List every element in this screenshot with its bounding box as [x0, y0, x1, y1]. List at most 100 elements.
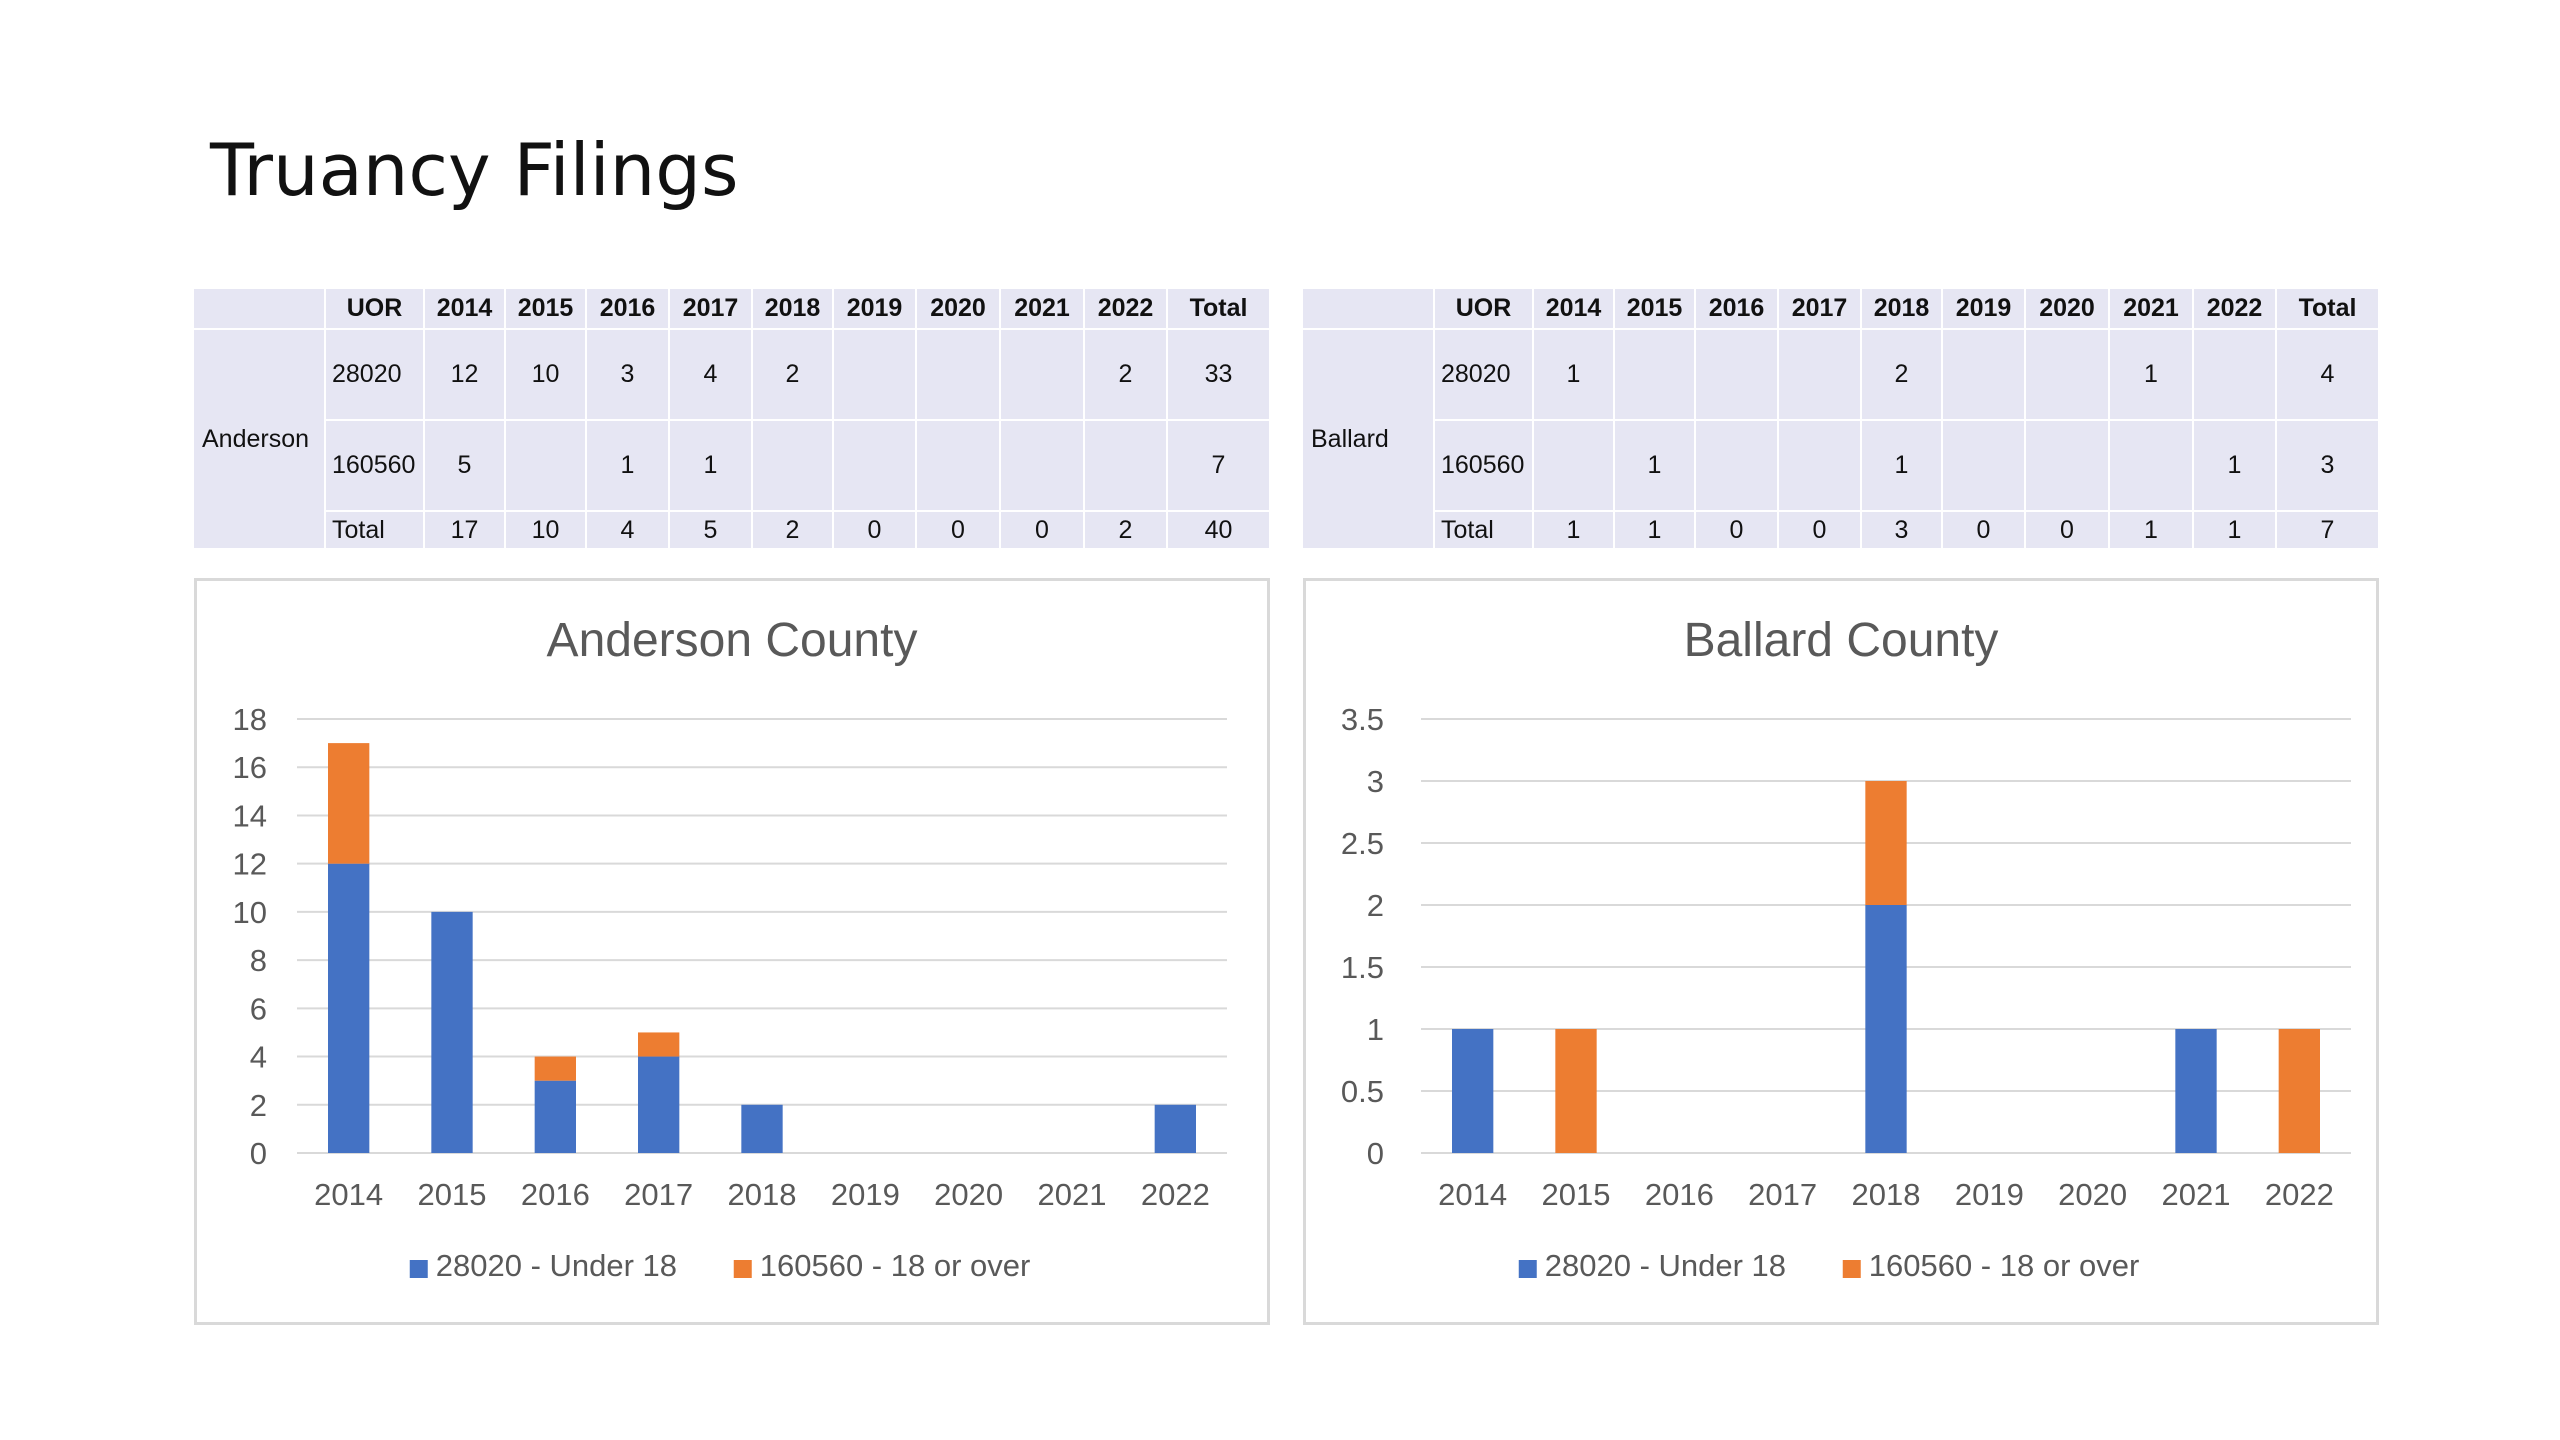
value-cell: 10: [505, 329, 587, 421]
y-tick-label: 14: [233, 798, 267, 833]
table-total-row: Total 17 10 4 5 2 0 0 0 2 40: [194, 511, 1271, 550]
x-tick-label: 2014: [314, 1177, 383, 1212]
value-cell: [2025, 420, 2110, 512]
total-value-cell: 0: [2025, 511, 2110, 550]
bar-under-18: [1865, 905, 1907, 1153]
total-value-cell: 0: [833, 511, 917, 550]
total-value-cell: 2: [752, 511, 834, 550]
value-cell: [505, 420, 587, 512]
x-tick-label: 2019: [1955, 1177, 2024, 1212]
table-row: 160560 5 1 1 7: [194, 420, 1271, 512]
x-tick-label: 2018: [728, 1177, 797, 1212]
x-tick-label: 2020: [2058, 1177, 2127, 1212]
table-row: 160560 1 1 1 3: [1303, 420, 2380, 512]
total-value-cell: 5: [669, 511, 753, 550]
value-cell: [1614, 329, 1696, 421]
value-cell: [833, 329, 917, 421]
value-cell: [1778, 329, 1862, 421]
value-cell: 1: [669, 420, 753, 512]
y-tick-label: 3.5: [1341, 702, 1384, 737]
anderson-chart-svg: Anderson County 0 2 4 6 8 10 12 14 16 18 2014 2015 20…: [233, 614, 1227, 1283]
anderson-data-table: UOR 2014 2015 2016 2017 2018 2019 2020 2…: [194, 289, 1271, 550]
bar-under-18: [638, 1056, 680, 1153]
y-tick-label: 0.5: [1341, 1074, 1384, 1109]
x-tick-label: 2014: [1438, 1177, 1507, 1212]
value-cell: [1942, 329, 2026, 421]
total-value-cell: 1: [1614, 511, 1696, 550]
slide-title: Truancy Filings: [210, 128, 739, 212]
x-tick-label: 2016: [521, 1177, 590, 1212]
total-cell: 33: [1167, 329, 1271, 421]
value-cell: [1533, 420, 1615, 512]
header-cell: 2018: [752, 289, 834, 330]
header-cell: [1303, 289, 1435, 330]
x-tick-label: 2018: [1852, 1177, 1921, 1212]
header-cell: 2017: [1778, 289, 1862, 330]
x-tick-label: 2019: [831, 1177, 900, 1212]
table-total-row: Total 1 1 0 0 3 0 0 1 1 7: [1303, 511, 2380, 550]
value-cell: [752, 420, 834, 512]
legend-swatch: [1842, 1260, 1861, 1278]
total-value-cell: 0: [916, 511, 1001, 550]
header-cell: 2022: [1084, 289, 1168, 330]
total-value-cell: 0: [1942, 511, 2026, 550]
value-cell: [1695, 420, 1779, 512]
y-tick-label: 12: [233, 847, 267, 882]
header-cell: 2017: [669, 289, 753, 330]
header-cell: 2021: [1000, 289, 1085, 330]
bar-under-18: [534, 1080, 576, 1153]
y-tick-label: 0: [250, 1136, 267, 1171]
uor-cell: 160560: [1434, 420, 1534, 512]
total-value-cell: 1: [2109, 511, 2194, 550]
legend-label: 160560 - 18 or over: [1869, 1248, 2140, 1283]
table-row: Ballard 28020 1 2 1 4: [1303, 329, 2380, 550]
y-tick-label: 1: [1367, 1012, 1384, 1047]
header-cell: 2019: [1942, 289, 2026, 330]
total-label-cell: Total: [325, 511, 425, 550]
uor-cell: 28020: [1434, 329, 1534, 421]
bar-18-or-over: [534, 1056, 576, 1081]
total-value-cell: 2: [1084, 511, 1168, 550]
header-cell: 2015: [1614, 289, 1696, 330]
value-cell: 1: [586, 420, 670, 512]
value-cell: 12: [424, 329, 506, 421]
value-cell: 1: [1614, 420, 1696, 512]
county-cell: Ballard: [1303, 329, 1435, 550]
x-tick-label: 2015: [1542, 1177, 1611, 1212]
header-cell: 2020: [916, 289, 1001, 330]
header-cell: Total: [1167, 289, 1271, 330]
y-tick-label: 2: [1367, 888, 1384, 923]
anderson-county-chart: Anderson County 0 2 4 6 8 10 12 14 16 18 2014 2015 20…: [194, 578, 1270, 1325]
value-cell: 1: [1861, 420, 1943, 512]
value-cell: 2: [752, 329, 834, 421]
value-cell: 3: [586, 329, 670, 421]
bar-under-18: [2175, 1029, 2217, 1153]
grand-total-cell: 40: [1167, 511, 1271, 550]
y-tick-label: 18: [233, 702, 267, 737]
legend-swatch: [733, 1260, 752, 1278]
bar-under-18: [741, 1104, 783, 1153]
total-value-cell: 0: [1778, 511, 1862, 550]
value-cell: [2109, 420, 2194, 512]
x-tick-label: 2021: [1038, 1177, 1107, 1212]
y-tick-label: 4: [250, 1040, 267, 1075]
value-cell: [1695, 329, 1779, 421]
total-value-cell: 0: [1000, 511, 1085, 550]
bar-under-18: [1154, 1104, 1196, 1153]
total-cell: 3: [2276, 420, 2380, 512]
bar-18-or-over: [638, 1032, 680, 1057]
x-tick-label: 2021: [2162, 1177, 2231, 1212]
header-cell: 2016: [586, 289, 670, 330]
value-cell: [2025, 329, 2110, 421]
bar-18-or-over: [1865, 781, 1907, 905]
total-value-cell: 1: [1533, 511, 1615, 550]
header-cell: 2022: [2193, 289, 2277, 330]
table-header-row: UOR 2014 2015 2016 2017 2018 2019 2020 2…: [194, 289, 1271, 330]
legend-swatch: [1518, 1260, 1537, 1278]
value-cell: 5: [424, 420, 506, 512]
bar-18-or-over: [1555, 1029, 1597, 1153]
value-cell: [916, 420, 1001, 512]
bar-under-18: [328, 863, 370, 1153]
bar-under-18: [1452, 1029, 1494, 1153]
header-cell: 2020: [2025, 289, 2110, 330]
